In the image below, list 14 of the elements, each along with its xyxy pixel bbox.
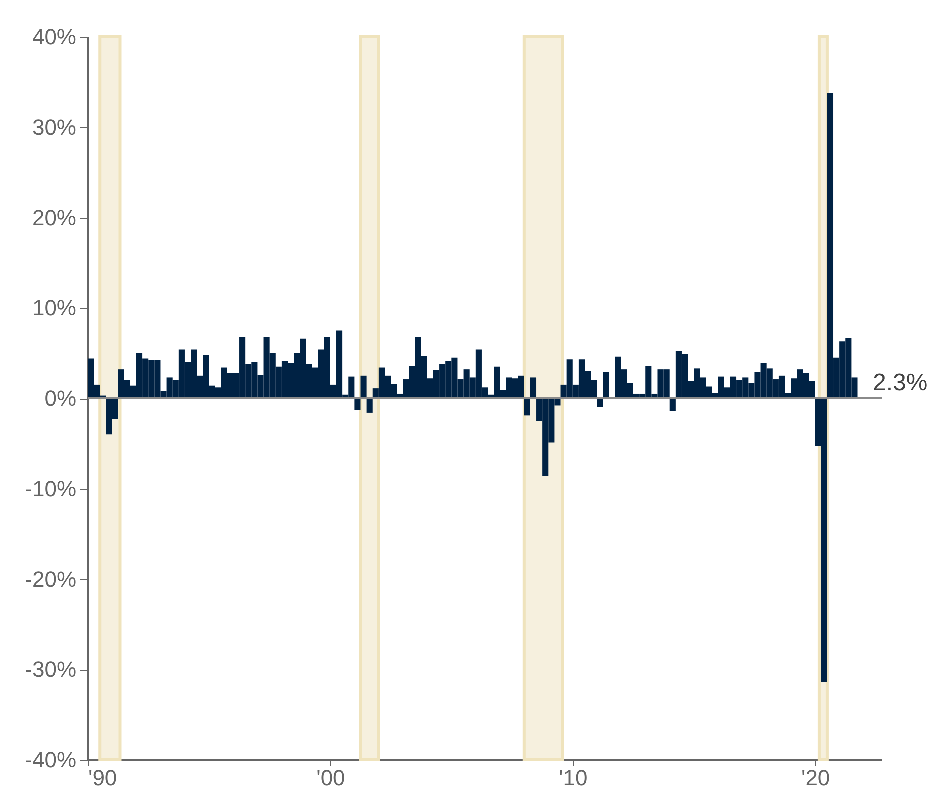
x-tick-label: '00 — [316, 766, 346, 790]
y-tick-label: -30% — [25, 657, 76, 682]
annotation: 2.3% — [873, 370, 928, 396]
y-tick-label: 40% — [32, 24, 76, 50]
y-tick-label: 0% — [44, 386, 76, 411]
y-tick-label: 10% — [32, 296, 76, 321]
x-tick-label: '10 — [559, 766, 588, 790]
x-tick-label: '20 — [801, 766, 830, 790]
y-tick-label: 20% — [32, 205, 76, 230]
y-tick-label: 30% — [32, 114, 76, 140]
y-tick-label: -10% — [25, 476, 76, 502]
y-tick-label: -20% — [25, 566, 76, 592]
y-tick-label: -40% — [25, 748, 76, 772]
x-tick-label: '90 — [88, 766, 118, 790]
